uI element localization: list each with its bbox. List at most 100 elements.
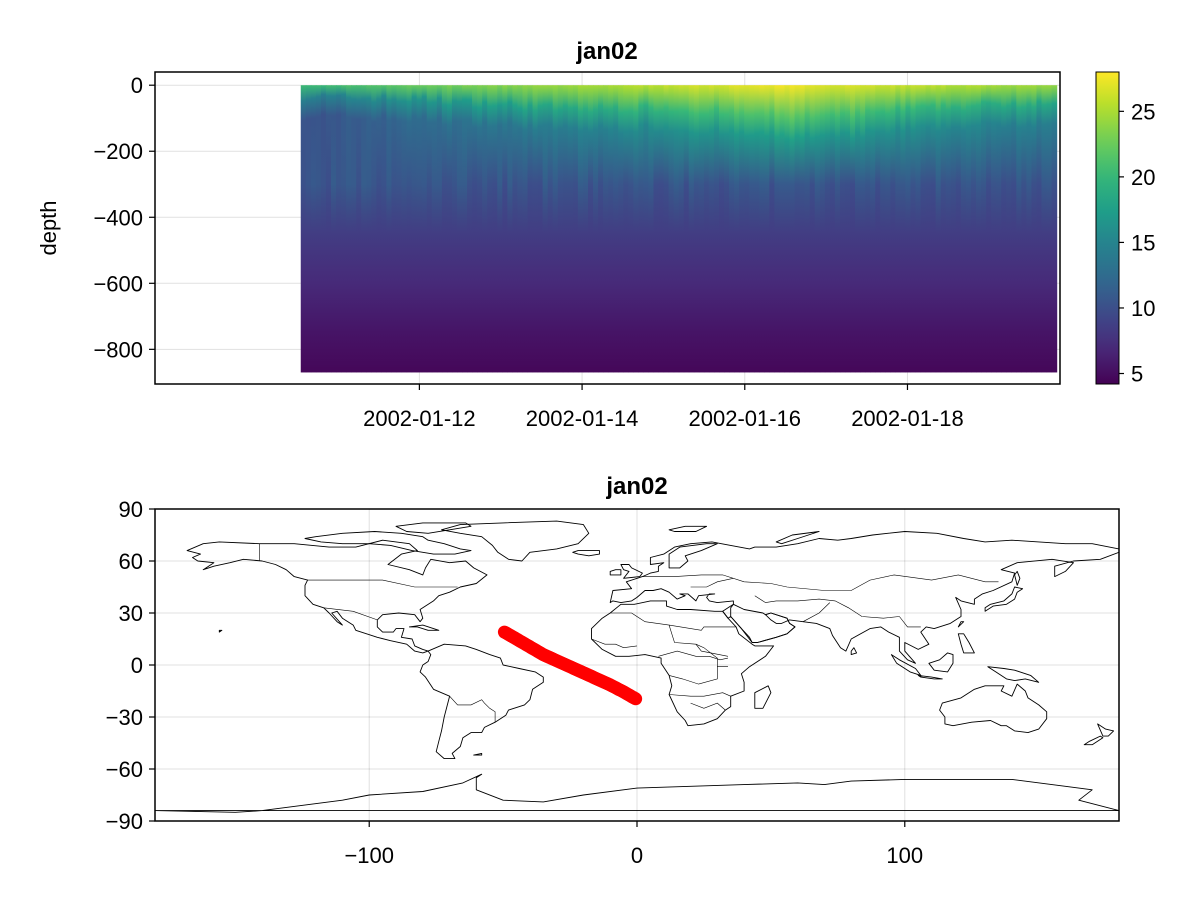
heatmap-column — [648, 85, 655, 373]
heatmap-column — [678, 85, 685, 373]
heatmap-column — [844, 85, 851, 373]
landmass-africa — [591, 600, 775, 727]
heatmap-column — [703, 85, 710, 373]
heatmap-column — [598, 85, 604, 373]
heatmap-title: jan02 — [575, 38, 637, 65]
country-border — [802, 602, 831, 622]
heatmap-column — [975, 85, 982, 373]
y-tick-label: −60 — [106, 757, 143, 782]
heatmap-column — [416, 85, 423, 373]
colorbar-tick-label: 5 — [1131, 362, 1143, 387]
heatmap-y-axis-label: depth — [36, 200, 61, 255]
x-tick-label: −100 — [344, 843, 394, 868]
heatmap-column — [426, 85, 433, 373]
heatmap-column — [512, 85, 519, 373]
colorbar-tick-label: 10 — [1131, 296, 1155, 321]
landmass-philippines — [957, 633, 975, 654]
heatmap-column — [305, 85, 312, 373]
heatmap-column — [502, 85, 508, 373]
heatmap-column — [940, 85, 947, 373]
heatmap-column — [713, 85, 720, 373]
heatmap-column — [673, 85, 680, 373]
heatmap-column — [663, 85, 670, 373]
landmass-iceland — [572, 550, 600, 557]
heatmap-column — [467, 85, 473, 373]
map-title: jan02 — [605, 473, 667, 500]
heatmap-column — [381, 85, 388, 373]
y-tick-label: 90 — [119, 497, 143, 522]
heatmap-column — [683, 85, 690, 373]
y-tick-label: 0 — [131, 73, 143, 98]
heatmap-column — [547, 85, 554, 373]
x-tick-label: 2002-01-18 — [851, 406, 964, 431]
heatmap-column — [734, 85, 740, 373]
heatmap-column — [920, 85, 927, 373]
heatmap-column — [1036, 85, 1043, 373]
heatmap-column — [895, 85, 901, 373]
landmass-japan — [984, 586, 1024, 612]
heatmap-column — [890, 85, 896, 373]
heatmap-column — [325, 85, 332, 373]
landmass-sakhalin — [1014, 570, 1021, 586]
heatmap-column — [341, 85, 347, 373]
landmass-taiwan — [957, 621, 965, 628]
heatmap-column — [860, 85, 866, 373]
heatmap-column — [905, 85, 912, 373]
heatmap-column — [915, 85, 922, 373]
heatmap-column — [885, 85, 891, 373]
heatmap-column — [643, 85, 650, 373]
landmass-australia — [939, 683, 1048, 734]
landmass-eurasia — [609, 531, 1119, 664]
heatmap-column — [497, 85, 503, 373]
heatmap-column — [1021, 85, 1027, 373]
heatmap-column — [577, 85, 584, 373]
y-tick-label: 0 — [131, 653, 143, 678]
colorbar-tick-label: 25 — [1131, 99, 1155, 124]
x-tick-label: 2002-01-16 — [689, 406, 802, 431]
y-tick-label: −800 — [93, 337, 143, 362]
colorbar: 5 10 15 20 25 — [1095, 71, 1155, 387]
heatmap-column — [542, 85, 549, 373]
heatmap-column — [960, 85, 967, 373]
heatmap-column — [789, 85, 796, 373]
country-border — [690, 578, 734, 588]
landmass-uk — [620, 564, 643, 579]
heatmap-column — [764, 85, 770, 373]
heatmap-column — [401, 85, 408, 373]
heatmap-column — [603, 85, 609, 373]
landmass-ireland — [609, 569, 622, 576]
landmass-scandinavia-inner — [668, 543, 718, 569]
country-border — [669, 666, 728, 685]
heatmap-column — [537, 85, 544, 373]
heatmap-column — [567, 85, 574, 373]
landmass-hawaii — [218, 629, 223, 633]
country-border — [610, 612, 737, 631]
heatmap-column — [855, 85, 861, 373]
heatmap-column — [421, 85, 428, 373]
heatmap-column — [446, 85, 453, 373]
y-tick-label: −600 — [93, 271, 143, 296]
heatmap-column — [451, 85, 458, 373]
landmass-java — [917, 674, 943, 680]
heatmap-column — [1006, 85, 1012, 373]
heatmap-column — [310, 85, 317, 373]
heatmap-column — [346, 85, 352, 373]
heatmap-column — [829, 85, 836, 373]
heatmap-x-ticks: 2002-01-12 2002-01-14 2002-01-16 2002-01-18 — [363, 384, 964, 431]
heatmap-column — [970, 85, 977, 373]
heatmap-column — [300, 85, 307, 373]
heatmap-column — [1026, 85, 1033, 373]
heatmap-column — [799, 85, 806, 373]
heatmap-column — [406, 85, 413, 373]
country-border — [690, 702, 726, 711]
heatmap-column — [779, 85, 786, 373]
heatmap-column — [582, 85, 589, 373]
landmass-cuba — [408, 624, 440, 631]
heatmap-column — [769, 85, 776, 373]
heatmap-column — [330, 85, 337, 373]
country-border — [323, 607, 378, 621]
heatmap-column — [900, 85, 907, 373]
x-tick-label: 0 — [631, 843, 643, 868]
heatmap-column — [608, 85, 614, 373]
heatmap-column — [618, 85, 624, 373]
